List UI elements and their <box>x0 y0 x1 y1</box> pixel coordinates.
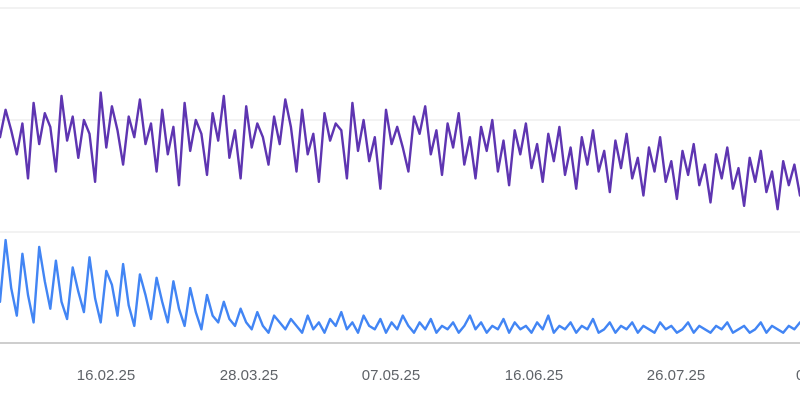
x-axis: 16.02.25 28.03.25 07.05.25 16.06.25 26.07.25… <box>0 342 800 384</box>
gridlines <box>0 7 800 233</box>
x-tick-label: 16.06.25 <box>505 367 563 384</box>
x-tick-labels: 16.02.25 28.03.25 07.05.25 16.06.25 26.07.25… <box>77 367 800 384</box>
series-line-1 <box>0 238 800 334</box>
x-tick-label: 16.02.25 <box>77 367 135 384</box>
x-tick-label: 04 <box>796 367 800 384</box>
series-layer <box>0 91 800 334</box>
x-tick-label: 28.03.25 <box>220 367 278 384</box>
x-tick-label: 26.07.25 <box>647 367 705 384</box>
x-tick-label: 07.05.25 <box>362 367 420 384</box>
series-line-0 <box>0 91 800 211</box>
